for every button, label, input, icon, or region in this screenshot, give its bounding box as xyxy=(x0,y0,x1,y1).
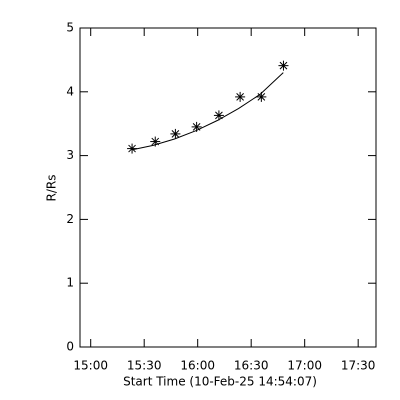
y-tick-label: 5 xyxy=(66,21,74,35)
x-tick-label: 16:00 xyxy=(180,359,215,373)
y-tick-label: 3 xyxy=(66,148,74,162)
data-point xyxy=(213,110,224,121)
data-point xyxy=(278,60,289,71)
marker-stroke xyxy=(151,137,160,146)
marker-stroke xyxy=(257,93,266,101)
y-tick-label: 0 xyxy=(66,340,74,354)
y-tick-label: 2 xyxy=(66,212,74,226)
data-point xyxy=(170,128,181,139)
x-tick-label: 15:30 xyxy=(127,359,162,373)
x-axis-title: Start Time (10-Feb-25 14:54:07) xyxy=(123,375,317,389)
marker-stroke xyxy=(236,93,244,101)
x-tick-label: 17:00 xyxy=(287,359,322,373)
y-tick-label: 4 xyxy=(66,84,74,98)
fit-line xyxy=(131,72,284,151)
marker-stroke xyxy=(192,123,201,131)
marker-stroke xyxy=(279,61,288,70)
marker-stroke xyxy=(128,144,136,153)
data-point xyxy=(235,91,246,102)
x-tick-label: 17:30 xyxy=(341,359,376,373)
data-point xyxy=(127,143,138,154)
marker-stroke xyxy=(215,111,223,120)
plot-frame xyxy=(79,27,377,348)
x-tick-label: 15:00 xyxy=(73,359,108,373)
x-tick-label: 16:30 xyxy=(234,359,269,373)
y-tick-label: 1 xyxy=(66,276,74,290)
y-axis-title: R/Rs xyxy=(45,175,59,202)
marker-stroke xyxy=(171,130,180,138)
